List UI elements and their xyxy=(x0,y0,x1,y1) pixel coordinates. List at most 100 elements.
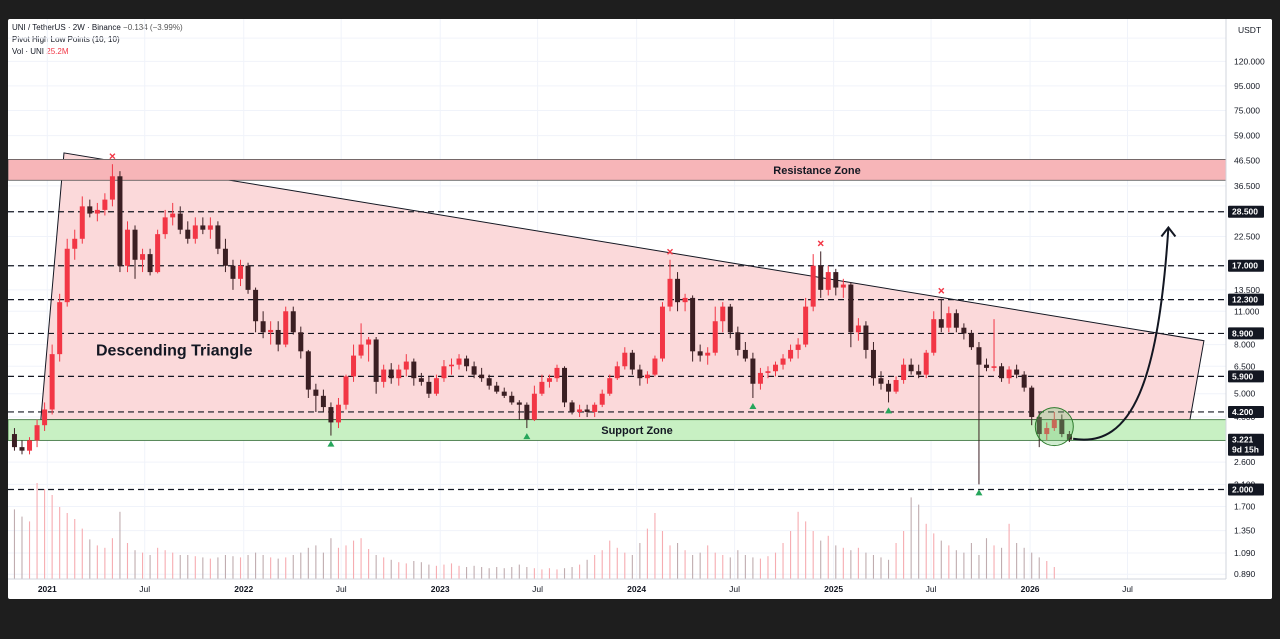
candle xyxy=(320,389,326,412)
volume-bar xyxy=(955,550,957,579)
level-tag-bg xyxy=(1228,327,1264,340)
volume-row: Vol · UNI 25.2M xyxy=(12,46,183,58)
candle-body xyxy=(162,217,168,235)
volume-bar xyxy=(903,531,905,579)
candle xyxy=(614,361,620,381)
candle-body xyxy=(803,306,809,345)
candle-body xyxy=(207,225,213,230)
volume-bar xyxy=(202,557,204,579)
candle xyxy=(886,380,892,403)
candle-body xyxy=(720,306,726,322)
candle-body xyxy=(735,332,741,350)
candle xyxy=(411,358,417,386)
volume-bar xyxy=(481,567,483,579)
candle-body xyxy=(140,254,146,260)
candle xyxy=(396,364,402,386)
volume-bar xyxy=(496,567,498,579)
y-tick-label: 0.890 xyxy=(1234,569,1256,579)
pivot-low-marker xyxy=(885,407,893,414)
candle xyxy=(976,341,982,485)
candle-body xyxy=(34,425,40,441)
volume-bar xyxy=(842,547,844,579)
candle xyxy=(735,326,741,356)
symbol-row: UNI / TetherUS · 2W · Binance −0.134 (−3… xyxy=(12,22,183,34)
volume-bar xyxy=(774,552,777,579)
volume-bar xyxy=(654,513,656,579)
level-tag: 5.900 xyxy=(1228,370,1264,383)
volume-bar xyxy=(526,567,528,579)
volume-bar xyxy=(579,564,581,579)
volume-bar xyxy=(812,531,814,579)
volume-bar xyxy=(194,556,196,579)
candle xyxy=(102,193,108,216)
volume-bar xyxy=(458,565,460,579)
candle xyxy=(64,238,70,307)
volume-label: Vol · UNI xyxy=(12,47,45,56)
candle xyxy=(577,404,583,418)
candle xyxy=(305,349,311,398)
candle-body xyxy=(870,349,876,379)
candle-body xyxy=(690,297,696,352)
candle-body xyxy=(938,319,944,328)
level-tag-bg xyxy=(1228,205,1264,218)
candle xyxy=(381,364,387,388)
candle-body xyxy=(750,358,756,384)
volume-bar xyxy=(383,557,385,579)
highlight-circle xyxy=(1034,407,1074,447)
candle xyxy=(471,361,477,379)
candle xyxy=(516,400,522,420)
volume-bar xyxy=(443,564,445,579)
candle xyxy=(818,251,824,298)
candle-body xyxy=(200,225,206,230)
candle xyxy=(554,364,560,382)
candle xyxy=(833,268,839,296)
candle xyxy=(155,229,161,274)
candle xyxy=(57,293,63,362)
candle xyxy=(712,306,718,356)
volume-bar xyxy=(337,547,340,579)
change-value: −0.134 (−3.99%) xyxy=(123,23,183,32)
level-tag-bg xyxy=(1228,293,1264,306)
candle-body xyxy=(961,327,967,334)
candle-body xyxy=(539,381,545,394)
pivot-high-marker xyxy=(817,240,824,247)
candle xyxy=(290,306,296,335)
candle xyxy=(192,217,198,244)
candle xyxy=(1044,422,1050,441)
candle-body xyxy=(757,372,763,384)
projection-arrowhead xyxy=(1160,225,1177,238)
candle-body xyxy=(1014,369,1020,375)
volume-bar xyxy=(548,568,551,579)
level-tag-bg xyxy=(1228,483,1264,496)
candle-body xyxy=(290,311,296,333)
volume-bar xyxy=(872,555,875,579)
price-chart[interactable]: Resistance Zone Support Zone Descending Tr… xyxy=(8,19,1272,599)
candle xyxy=(848,282,854,348)
candle-body xyxy=(524,404,530,420)
volume-bar xyxy=(44,489,46,579)
candle xyxy=(825,265,831,296)
resistance-zone-label: Resistance Zone xyxy=(773,165,860,177)
x-tick-label: Jul xyxy=(532,584,543,594)
candle xyxy=(524,402,530,429)
candle-body xyxy=(562,367,568,403)
candle-body xyxy=(855,325,861,333)
volume-bar xyxy=(466,567,468,579)
candle-body xyxy=(464,358,470,367)
volume-bar xyxy=(66,513,68,579)
candle-body xyxy=(773,364,779,372)
candle xyxy=(931,311,937,356)
candle xyxy=(690,295,696,362)
candle xyxy=(870,341,876,386)
volume-bar xyxy=(722,555,724,579)
candle xyxy=(810,254,816,312)
candle-body xyxy=(418,378,424,382)
level-tag-label: 2.000 xyxy=(1232,485,1254,495)
y-tick-label: 59.000 xyxy=(1234,131,1260,141)
level-tag: 17.000 xyxy=(1228,259,1264,272)
volume-bar xyxy=(503,568,505,579)
volume-bar xyxy=(790,531,792,579)
candle xyxy=(742,341,748,362)
candle xyxy=(773,361,779,377)
candle-body xyxy=(923,352,929,375)
